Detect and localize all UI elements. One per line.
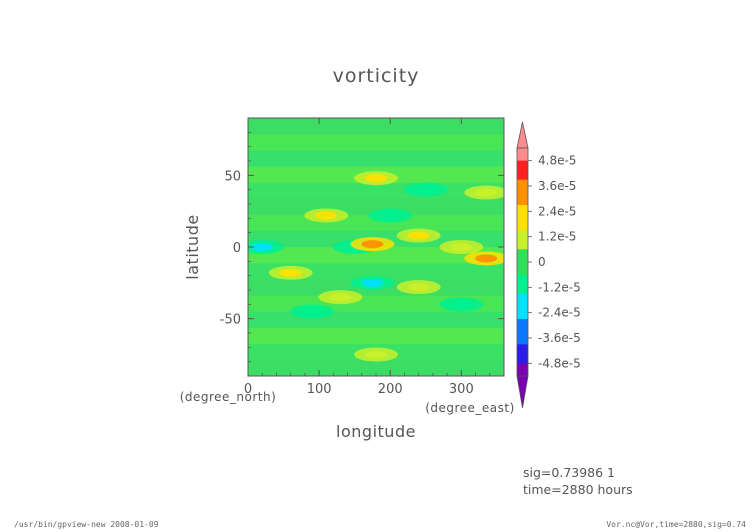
- y-axis-label: latitude: [183, 214, 202, 279]
- footer-right: Vor.nc@Vor,time=2880,sig=0.74: [606, 520, 746, 529]
- colorbar-swatch: [517, 205, 528, 212]
- colorbar-tick-label: -4.8e-5: [538, 356, 581, 370]
- colorbar-swatch: [517, 287, 528, 295]
- colorbar-swatch: [517, 224, 528, 231]
- colorbar-swatch: [517, 186, 528, 193]
- colorbar-swatch: [517, 319, 528, 326]
- colorbar-swatch: [517, 230, 528, 238]
- vorticity-feature: [407, 283, 430, 292]
- vorticity-feature: [379, 211, 402, 220]
- colorbar-swatch: [517, 363, 528, 371]
- field-band: [248, 359, 504, 376]
- colorbar-swatch: [517, 160, 528, 168]
- colorbar-swatch: [517, 281, 528, 288]
- vorticity-feature: [475, 254, 498, 263]
- colorbar-swatch: [517, 211, 528, 219]
- vorticity-feature: [251, 243, 274, 251]
- field-band: [248, 247, 504, 264]
- colorbar-swatch: [517, 192, 528, 200]
- colorbar-swatch: [517, 331, 528, 339]
- colorbar-tick-label: 0: [538, 255, 546, 269]
- vorticity-feature: [361, 240, 384, 249]
- x-tick-label: 0: [244, 382, 252, 397]
- y-tick-label: 50: [224, 169, 241, 184]
- colorbar-swatch: [517, 344, 528, 352]
- colorbar-overflow-low: [516, 375, 529, 409]
- colorbar-swatch: [517, 243, 528, 250]
- vorticity-features: [248, 171, 504, 362]
- colorbar-swatch: [517, 312, 528, 320]
- colorbar-swatch: [517, 306, 528, 314]
- x-tick-label: 300: [449, 382, 474, 397]
- colorbar-swatch: [517, 325, 528, 333]
- y-axis: 50 0 -50: [220, 117, 504, 377]
- vorticity-feature: [450, 243, 473, 251]
- colorbar-tick-label: -1.2e-5: [538, 280, 581, 294]
- x-unit-label: (degree_east): [425, 401, 515, 415]
- field-band: [248, 134, 504, 151]
- colorbar-tick-label: 3.6e-5: [538, 179, 576, 193]
- field-band: [248, 150, 504, 167]
- x-axis-label: longitude: [336, 422, 416, 441]
- time-annotation: time=2880 hours: [523, 482, 633, 497]
- colorbar-swatch: [517, 300, 528, 307]
- colorbar-swatch: [517, 173, 528, 181]
- vorticity-feature: [407, 231, 430, 240]
- vorticity-feature: [450, 300, 473, 309]
- x-tick-label: 200: [378, 382, 403, 397]
- colorbar-tick-label: 1.2e-5: [538, 230, 576, 244]
- y-unit-label: (degree_north): [180, 390, 277, 404]
- plot-area: [247, 117, 505, 377]
- y-tick-label: 0: [233, 241, 241, 256]
- colorbar-swatch: [517, 198, 528, 206]
- x-tick-label: 100: [307, 382, 332, 397]
- colorbar-swatch: [517, 338, 528, 345]
- colorbar-swatch: [517, 350, 528, 358]
- colorbar-overflow-high: [516, 121, 529, 149]
- field-band: [248, 311, 504, 329]
- colorbar-tick-label: -2.4e-5: [538, 306, 581, 320]
- field-band: [248, 118, 504, 135]
- colorbar-swatch: [517, 274, 528, 282]
- colorbar-tick-label: 2.4e-5: [538, 204, 576, 218]
- colorbar-swatch: [517, 255, 528, 263]
- colorbar-swatch: [517, 236, 528, 244]
- x-axis: 0 100 200 300: [244, 118, 505, 397]
- colorbar-swatch: [517, 268, 528, 276]
- footer-left: /usr/bin/gpview-new 2008-01-09: [14, 520, 159, 529]
- colorbar-swatch: [517, 217, 528, 225]
- chart-title: vorticity: [333, 65, 420, 87]
- colorbar-swatch: [517, 293, 528, 301]
- colorbar-swatch: [517, 148, 528, 155]
- colorbar-swatch: [517, 369, 528, 377]
- colorbar-swatch: [517, 262, 528, 269]
- vorticity-feature: [365, 174, 387, 183]
- colorbar-swatch: [517, 179, 528, 187]
- vorticity-feature: [279, 268, 302, 277]
- field-band: [248, 263, 504, 280]
- colorbar-swatch: [517, 167, 528, 174]
- vorticity-feature: [414, 185, 437, 194]
- colorbar-swatch: [517, 249, 528, 257]
- y-tick-label: -50: [220, 313, 241, 328]
- colorbar-tick-label: 4.8e-5: [538, 154, 576, 168]
- colorbar-tick-label: -3.6e-5: [538, 331, 581, 345]
- vorticity-feature: [315, 211, 338, 220]
- vorticity-feature: [301, 307, 323, 316]
- vorticity-feature: [329, 293, 352, 302]
- field-band: [248, 327, 504, 345]
- vorticity-feature: [475, 188, 498, 197]
- colorbar-swatch: [517, 357, 528, 364]
- vorticity-feature: [365, 350, 387, 359]
- colorbar: 4.8e-5 3.6e-5 2.4e-5 1.2e-5 0 -1.2e-5 -2.4e-5 -…: [516, 121, 581, 409]
- sig-annotation: sig=0.73986 1: [523, 465, 615, 480]
- colorbar-swatch: [517, 154, 528, 162]
- vorticity-feature: [361, 278, 384, 287]
